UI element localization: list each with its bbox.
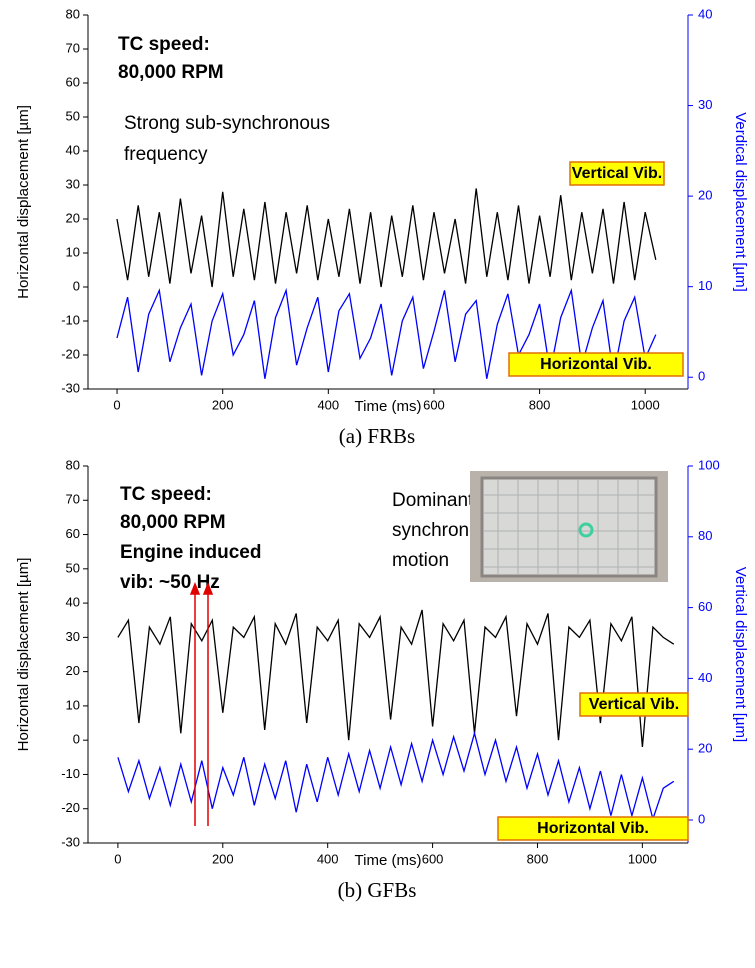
annotation: Engine induced <box>120 542 261 563</box>
y2-axis-label: Verdical displacement [µm] <box>732 112 749 292</box>
y-tick-label: 40 <box>66 142 80 157</box>
y-tick-label: 70 <box>66 492 80 507</box>
annotation: TC speed: <box>118 34 210 55</box>
y-tick-label: 80 <box>66 6 80 21</box>
y2-tick-label: 60 <box>698 599 712 614</box>
red-arrows <box>189 581 214 826</box>
series-line <box>117 609 675 748</box>
x-tick-label: 1000 <box>631 397 660 412</box>
y-tick-label: 40 <box>66 595 80 610</box>
y-tick-label: 30 <box>66 629 80 644</box>
y-tick-label: -10 <box>61 312 80 327</box>
y2-tick-label: 10 <box>698 278 712 293</box>
x-tick-label: 0 <box>113 397 120 412</box>
annotation: TC speed: <box>120 484 212 505</box>
legend-label: Horizontal Vib. <box>537 820 649 837</box>
x-tick-label: 800 <box>527 851 549 866</box>
y-tick-label: -10 <box>61 766 80 781</box>
y2-axis-label: Vertical displacement [µm] <box>732 567 749 742</box>
y-tick-label: 60 <box>66 526 80 541</box>
legend-label: Vertical Vib. <box>589 696 679 713</box>
annotation: motion <box>392 550 449 571</box>
y-tick-label: 0 <box>73 732 80 747</box>
series-line <box>117 730 675 822</box>
y-tick-label: 50 <box>66 108 80 123</box>
x-tick-label: 400 <box>317 397 339 412</box>
y2-tick-label: 0 <box>698 811 705 826</box>
annotation: vib: ~50 Hz <box>120 572 220 593</box>
legend-box <box>579 692 689 717</box>
y2-tick-label: 0 <box>698 369 705 384</box>
legend-label: Vertical Vib. <box>572 165 662 182</box>
annotation: Dominant <box>392 490 474 511</box>
y2-tick-label: 40 <box>698 6 712 21</box>
x-axis-label: Time (ms) <box>355 852 422 869</box>
y-tick-label: 0 <box>73 278 80 293</box>
inset-photo <box>470 471 668 582</box>
annotation: 80,000 RPM <box>118 62 224 83</box>
y-tick-label: 60 <box>66 74 80 89</box>
legend-box <box>497 816 689 841</box>
y-tick-label: 10 <box>66 697 80 712</box>
y-tick-label: 80 <box>66 457 80 472</box>
x-tick-label: 200 <box>212 851 234 866</box>
y2-tick-label: 20 <box>698 741 712 756</box>
y-axis-label: Horizontal displacement [µm] <box>15 105 32 299</box>
x-tick-label: 400 <box>317 851 339 866</box>
x-tick-label: 0 <box>114 851 121 866</box>
y-tick-label: 50 <box>66 560 80 575</box>
x-tick-label: 800 <box>529 397 551 412</box>
x-tick-label: 600 <box>422 851 444 866</box>
y-tick-label: 10 <box>66 244 80 259</box>
caption: (a) FRBs <box>339 424 415 448</box>
x-axis-label: Time (ms) <box>355 398 422 415</box>
y-tick-label: 20 <box>66 210 80 225</box>
annotation: Strong sub-synchronous <box>124 113 330 134</box>
x-tick-label: 1000 <box>628 851 657 866</box>
x-tick-label: 200 <box>212 397 234 412</box>
y2-tick-label: 40 <box>698 670 712 685</box>
y-tick-label: -30 <box>61 834 80 849</box>
y-tick-label: -20 <box>61 346 80 361</box>
annotation: frequency <box>124 144 208 165</box>
annotation: 80,000 RPM <box>120 512 226 533</box>
y2-tick-label: 80 <box>698 528 712 543</box>
y-axis-label: Horizontal displacement [µm] <box>15 558 32 752</box>
series-line <box>116 188 657 288</box>
legend-label: Horizontal Vib. <box>540 356 652 373</box>
legend-box <box>569 161 665 186</box>
y-tick-label: -30 <box>61 380 80 395</box>
y2-tick-label: 30 <box>698 97 712 112</box>
caption: (b) GFBs <box>338 878 417 902</box>
y-tick-label: 20 <box>66 663 80 678</box>
y-tick-label: -20 <box>61 800 80 815</box>
y2-tick-label: 100 <box>698 457 720 472</box>
legend-box <box>508 352 684 377</box>
y-tick-label: 70 <box>66 40 80 55</box>
y-tick-label: 30 <box>66 176 80 191</box>
series-line <box>116 287 657 379</box>
x-tick-label: 600 <box>423 397 445 412</box>
y2-tick-label: 20 <box>698 188 712 203</box>
